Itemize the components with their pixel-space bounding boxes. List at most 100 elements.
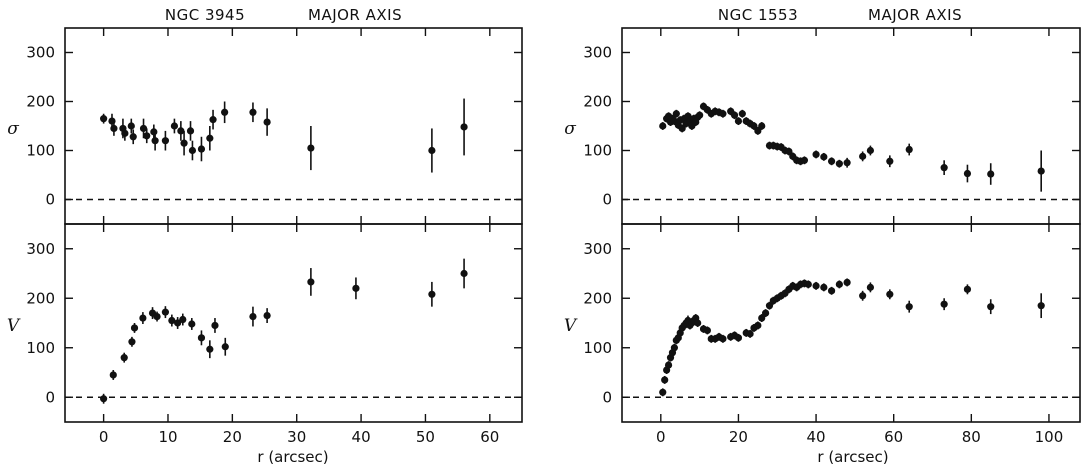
data-point bbox=[168, 316, 176, 325]
y-tick-label: 0 bbox=[45, 388, 55, 406]
data-point bbox=[109, 371, 117, 379]
x-tick-label: 0 bbox=[656, 428, 666, 446]
chart-1: NGC 3945 MAJOR AXIS0100200300σ0100200300V… bbox=[7, 6, 523, 466]
data-point bbox=[128, 338, 136, 346]
data-point bbox=[121, 129, 129, 137]
data-point bbox=[754, 321, 762, 330]
data-point bbox=[206, 345, 214, 353]
chart-subtitle: MAJOR AXIS bbox=[308, 6, 402, 24]
data-point bbox=[843, 278, 851, 287]
x-axis-label: r (arcsec) bbox=[257, 448, 328, 466]
x-tick-label: 60 bbox=[480, 428, 499, 446]
data-point bbox=[661, 376, 669, 384]
data-point bbox=[835, 280, 843, 288]
data-point bbox=[143, 132, 151, 140]
data-point bbox=[664, 361, 673, 369]
x-tick-label: 30 bbox=[287, 428, 306, 446]
y-tick-label: 200 bbox=[26, 93, 55, 111]
data-point bbox=[177, 127, 185, 135]
data-point bbox=[150, 128, 158, 136]
y-tick-label: 200 bbox=[583, 93, 612, 111]
y-tick-label: 100 bbox=[583, 339, 612, 357]
data-point bbox=[804, 280, 812, 288]
chart-title: NGC 1553 bbox=[718, 6, 798, 24]
y-tick-label: 300 bbox=[26, 240, 55, 258]
data-point bbox=[186, 127, 195, 135]
data-point bbox=[670, 344, 678, 352]
data-point bbox=[987, 170, 995, 178]
y-tick-label: 300 bbox=[583, 240, 612, 258]
x-tick-label: 40 bbox=[807, 428, 826, 446]
data-point bbox=[197, 145, 206, 153]
data-point bbox=[738, 110, 746, 118]
panel-frame bbox=[64, 223, 523, 423]
data-point bbox=[221, 108, 229, 116]
data-point bbox=[866, 283, 875, 291]
data-point bbox=[812, 150, 820, 159]
data-point bbox=[719, 335, 727, 343]
data-point bbox=[139, 314, 147, 322]
y-axis-label: σ bbox=[7, 119, 19, 139]
data-point bbox=[206, 134, 214, 142]
panel-sigma: 0 100 200 300 σ bbox=[564, 27, 1081, 225]
y-tick-label: 0 bbox=[602, 388, 612, 406]
data-point bbox=[812, 282, 820, 290]
data-point bbox=[307, 278, 315, 286]
data-point bbox=[130, 324, 139, 332]
data-point bbox=[188, 320, 196, 328]
y-tick-label: 100 bbox=[583, 142, 612, 160]
y-axis-label: σ bbox=[564, 119, 576, 139]
data-point bbox=[859, 152, 867, 160]
data-point bbox=[161, 137, 170, 145]
x-tick-label: 80 bbox=[962, 428, 981, 446]
panel-sigma: 0 100 200 300 σ bbox=[7, 27, 523, 225]
x-tick-label: 10 bbox=[158, 428, 177, 446]
y-tick-label: 300 bbox=[583, 44, 612, 62]
x-tick-label: 60 bbox=[884, 428, 903, 446]
data-point bbox=[174, 319, 182, 327]
y-tick-label: 300 bbox=[26, 44, 55, 62]
data-point bbox=[110, 124, 118, 133]
data-point bbox=[352, 284, 360, 292]
data-point bbox=[886, 290, 894, 298]
data-point bbox=[754, 127, 762, 135]
data-point bbox=[188, 146, 197, 155]
x-axis-label: r (arcsec) bbox=[817, 448, 888, 466]
data-point bbox=[987, 303, 995, 311]
y-tick-label: 0 bbox=[45, 191, 55, 209]
y-tick-label: 100 bbox=[26, 142, 55, 160]
panel-velocity: 0 100 200 300 V bbox=[564, 223, 1081, 423]
y-axis-label: V bbox=[7, 316, 21, 336]
data-point bbox=[139, 124, 148, 133]
data-point bbox=[1037, 302, 1045, 310]
data-point bbox=[120, 354, 128, 362]
data-point bbox=[211, 321, 219, 330]
data-point bbox=[151, 137, 159, 145]
data-point bbox=[963, 285, 972, 293]
data-point bbox=[153, 312, 161, 321]
x-tick-label: 100 bbox=[1035, 428, 1064, 446]
data-point bbox=[307, 144, 315, 152]
data-point bbox=[859, 292, 867, 300]
data-point bbox=[827, 157, 836, 165]
data-point bbox=[197, 334, 206, 342]
data-point bbox=[765, 302, 774, 310]
data-point bbox=[719, 110, 727, 118]
data-point bbox=[940, 300, 948, 308]
chart-subtitle: MAJOR AXIS bbox=[868, 6, 962, 24]
panel-velocity: 0 100 200 300 V bbox=[7, 223, 523, 423]
y-tick-label: 200 bbox=[583, 289, 612, 307]
y-axis-label: V bbox=[564, 316, 578, 336]
data-point bbox=[835, 160, 843, 168]
data-point bbox=[696, 111, 704, 119]
data-point bbox=[460, 269, 468, 278]
data-point bbox=[209, 116, 217, 124]
data-point bbox=[263, 118, 271, 126]
data-point bbox=[827, 287, 836, 295]
data-point bbox=[905, 303, 913, 311]
data-point bbox=[963, 169, 972, 178]
y-tick-label: 100 bbox=[26, 339, 55, 357]
data-point bbox=[734, 117, 743, 125]
data-point bbox=[672, 110, 680, 118]
data-point bbox=[820, 283, 828, 291]
